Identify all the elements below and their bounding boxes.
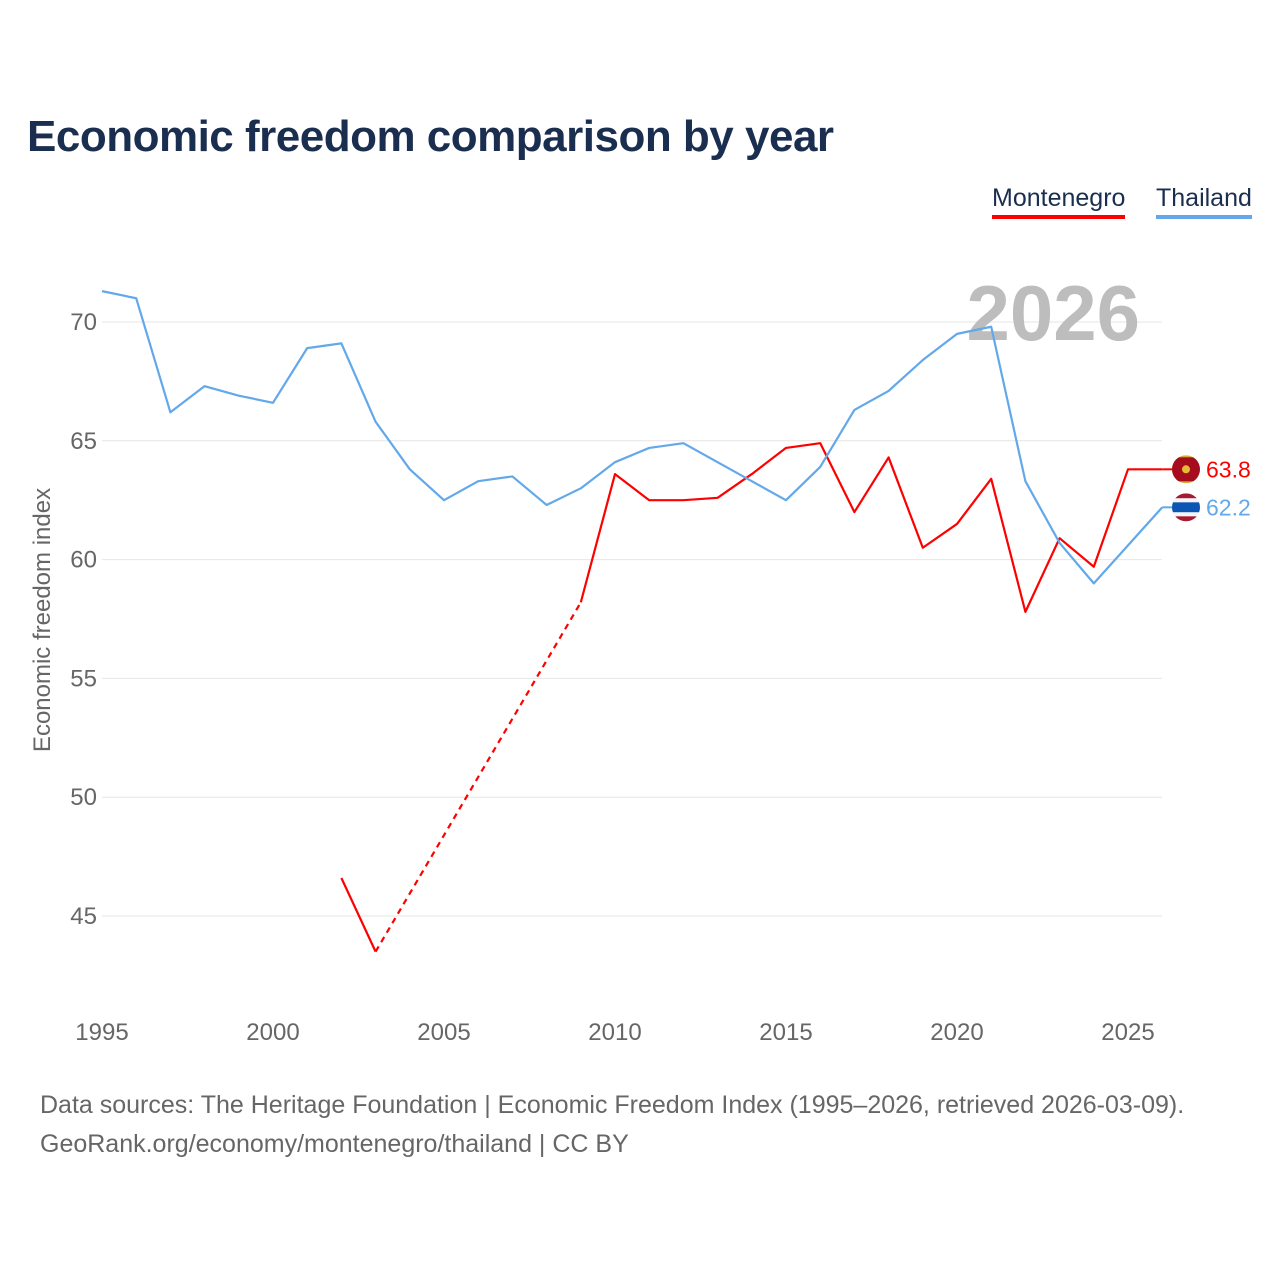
end-value-label: 62.2 bbox=[1206, 494, 1251, 520]
x-tick-label: 2015 bbox=[759, 1019, 812, 1046]
legend-montenegro[interactable]: Montenegro bbox=[992, 184, 1126, 219]
flag-body bbox=[1172, 493, 1200, 522]
source-note: Data sources: The Heritage Foundation | … bbox=[40, 1086, 1184, 1164]
x-tick-label: 2025 bbox=[1101, 1019, 1154, 1046]
year-watermark: 2026 bbox=[966, 269, 1140, 357]
flag-stripe bbox=[1172, 512, 1200, 517]
x-tick-label: 2020 bbox=[930, 1019, 983, 1046]
flag-stripe bbox=[1172, 498, 1200, 503]
gap-bridge-dashed bbox=[374, 601, 582, 953]
series-line bbox=[579, 442, 1163, 613]
y-tick-label: 50 bbox=[70, 784, 97, 811]
flag-stripe bbox=[1172, 493, 1200, 499]
legend-thailand[interactable]: Thailand bbox=[1156, 184, 1252, 219]
series-montenegro: 63.8 bbox=[340, 442, 1251, 953]
series-line bbox=[101, 290, 1164, 585]
series-thailand: 62.2 bbox=[101, 290, 1251, 585]
flag-body bbox=[1172, 455, 1200, 484]
flag-stripe bbox=[1172, 502, 1200, 513]
source-line-2[interactable]: GeoRank.org/economy/montenegro/thailand … bbox=[40, 1130, 629, 1158]
end-value-label: 63.8 bbox=[1206, 456, 1251, 482]
x-tick-label: 2010 bbox=[588, 1019, 641, 1046]
y-tick-label: 55 bbox=[70, 665, 97, 692]
thailand-flag-icon bbox=[1172, 493, 1200, 522]
montenegro-flag-icon bbox=[1172, 455, 1200, 484]
source-line-1: Data sources: The Heritage Foundation | … bbox=[40, 1091, 1185, 1119]
flag-stripe bbox=[1172, 516, 1200, 522]
x-tick-label: 1995 bbox=[75, 1019, 128, 1046]
chart-title: Economic freedom comparison by year bbox=[27, 112, 834, 161]
y-axis-label: Economic freedom index bbox=[29, 488, 56, 752]
x-tick-label: 2005 bbox=[417, 1019, 470, 1046]
flag-emblem bbox=[1182, 465, 1190, 474]
y-tick-label: 45 bbox=[70, 903, 97, 930]
y-tick-label: 60 bbox=[70, 547, 97, 574]
y-tick-label: 65 bbox=[70, 428, 97, 455]
series-line bbox=[340, 877, 377, 953]
y-tick-label: 70 bbox=[70, 309, 97, 336]
x-tick-label: 2000 bbox=[246, 1019, 299, 1046]
